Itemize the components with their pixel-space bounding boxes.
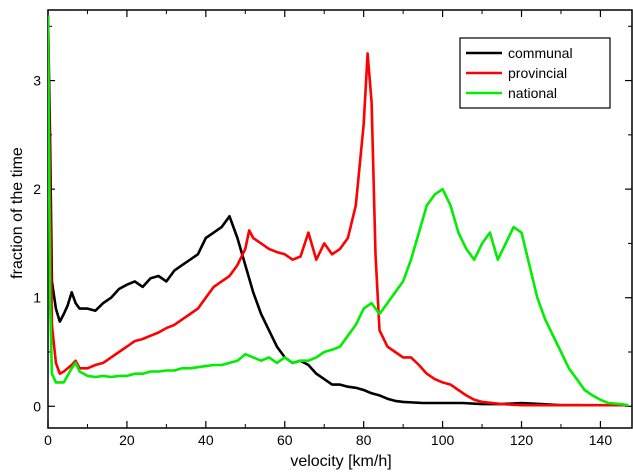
x-tick-label: 80: [356, 432, 372, 448]
y-tick-label: 3: [33, 73, 41, 89]
x-tick-label: 40: [198, 432, 214, 448]
series-line-national: [48, 15, 629, 407]
x-tick-label: 120: [510, 432, 534, 448]
legend-label-national: national: [508, 85, 557, 101]
legend: communal provincial national: [459, 37, 611, 109]
series-line-provincial: [48, 15, 629, 407]
x-tick-label: 0: [44, 432, 52, 448]
x-axis-label: velocity [km/h]: [290, 453, 391, 470]
x-tick-label: 60: [277, 432, 293, 448]
y-tick-label: 0: [33, 398, 41, 414]
series-lines: [48, 15, 629, 407]
y-axis-label: fraction of the time: [9, 147, 26, 279]
y-tick-label: 1: [33, 290, 41, 306]
plot-frame: [47, 9, 633, 429]
axes: 0 20 40 60 80 100 120 140 0 1 2 3: [33, 9, 633, 448]
y-tick-label: 2: [33, 181, 41, 197]
legend-label-provincial: provincial: [508, 65, 567, 81]
x-tick-label: 100: [431, 432, 455, 448]
series-line-communal: [48, 15, 581, 407]
x-tick-label: 140: [589, 432, 613, 448]
legend-label-communal: communal: [508, 45, 573, 61]
x-tick-label: 20: [119, 432, 135, 448]
